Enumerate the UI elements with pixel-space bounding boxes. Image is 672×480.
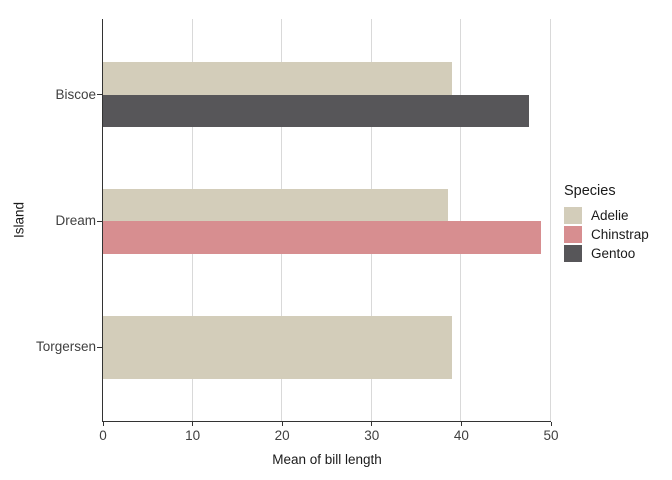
- legend-label-gentoo: Gentoo: [591, 246, 636, 261]
- x-tick-30: [371, 422, 373, 426]
- legend-swatch-chinstrap: [564, 226, 582, 243]
- bar-dream-adelie: [103, 188, 448, 221]
- x-tick-label-10: 10: [185, 428, 201, 443]
- x-tick-label-40: 40: [453, 428, 469, 443]
- x-tick-label-30: 30: [364, 428, 380, 443]
- bar-dream-chinstrap: [103, 221, 541, 254]
- y-tick-dream: [97, 220, 102, 222]
- x-tick-label-0: 0: [99, 428, 107, 443]
- legend-title: Species: [564, 183, 616, 199]
- x-tick-label-20: 20: [274, 428, 290, 443]
- legend-label-chinstrap: Chinstrap: [591, 227, 649, 242]
- x-tick-40: [460, 422, 462, 426]
- bar-torgersen-adelie: [103, 315, 452, 379]
- legend-label-adelie: Adelie: [591, 208, 629, 223]
- bar-biscoe-gentoo: [103, 94, 529, 127]
- y-axis-title: Island: [11, 201, 27, 239]
- x-tick-10: [192, 422, 194, 426]
- y-tick-label-biscoe: Biscoe: [55, 86, 96, 102]
- y-tick-biscoe: [97, 94, 102, 95]
- x-tick-label-50: 50: [543, 428, 559, 443]
- y-tick-label-dream: Dream: [55, 213, 96, 228]
- legend-swatch-adelie: [564, 207, 582, 224]
- legend: Species Adelie Chinstrap Gentoo: [564, 183, 649, 264]
- legend-item-chinstrap: Chinstrap: [564, 226, 649, 243]
- gridline-x-50: [550, 19, 551, 421]
- legend-item-adelie: Adelie: [564, 207, 649, 224]
- x-tick-50: [550, 422, 552, 426]
- y-tick-torgersen: [97, 346, 102, 348]
- legend-swatch-gentoo: [564, 245, 582, 262]
- x-tick-20: [281, 422, 283, 426]
- gridline-x-40: [460, 19, 462, 421]
- y-tick-label-torgersen: Torgersen: [35, 339, 96, 354]
- plot-panel: [102, 19, 551, 422]
- x-tick-0: [102, 422, 104, 426]
- x-axis-title: Mean of bill length: [272, 452, 382, 467]
- bar-biscoe-adelie: [103, 62, 453, 95]
- legend-item-gentoo: Gentoo: [564, 245, 649, 262]
